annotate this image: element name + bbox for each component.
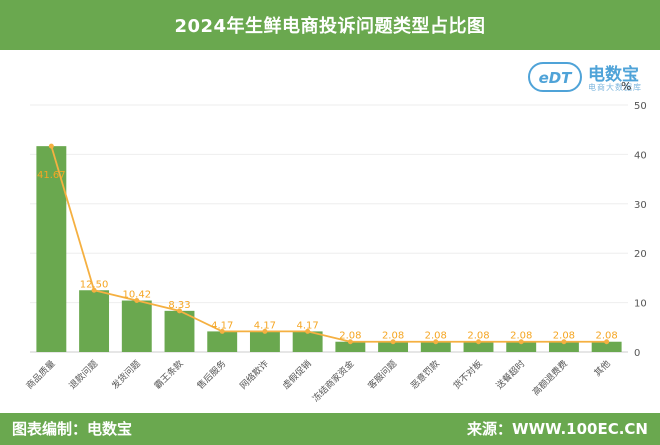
trend-point [219, 328, 225, 334]
bar [548, 341, 579, 352]
bar [378, 341, 409, 352]
bar [121, 300, 152, 352]
trend-polyline [50, 145, 607, 343]
data-label: 10.42 [122, 290, 151, 301]
chart-footer: 图表编制：电数宝 来源：WWW.100EC.CN [0, 413, 660, 445]
gridlines [30, 104, 628, 353]
bar [79, 290, 110, 352]
y-tick-label: 10 [634, 299, 647, 310]
footer-credit: 图表编制：电数宝 [12, 420, 133, 438]
y-tick-label: 40 [634, 150, 647, 161]
logo-subtitle: 电商大数据库 [588, 83, 642, 92]
data-label: 2.08 [339, 331, 361, 342]
data-label: 2.08 [467, 331, 489, 342]
x-category-label: 退款问题 [66, 358, 100, 392]
data-label: 2.08 [425, 331, 447, 342]
footer-source: 来源：WWW.100EC.CN [467, 420, 648, 438]
bars [36, 146, 622, 352]
data-label: 4.17 [211, 320, 233, 331]
y-tick-label: 30 [634, 200, 647, 211]
data-label: 4.17 [297, 320, 319, 331]
data-label: 2.08 [510, 331, 532, 342]
x-category-label: 虚假促销 [280, 358, 314, 392]
data-label: 41.67 [37, 170, 66, 181]
trend-point [433, 339, 439, 345]
bar-chart: 41.67 12.50 10.42 8.33 4.17 4.17 4.17 2.08 2.08 2… [24, 101, 647, 405]
chart-title: 2024年生鲜电商投诉问题类型占比图 [174, 16, 486, 37]
x-category-label: 发货问题 [109, 358, 143, 392]
bar [207, 331, 238, 352]
bar [249, 331, 280, 352]
x-category-label: 客服问题 [365, 358, 399, 392]
logo-brand-name: 电数宝 [588, 65, 639, 85]
trend-point [390, 339, 396, 345]
data-label: 4.17 [254, 320, 276, 331]
trend-point [604, 339, 610, 345]
x-category-label: 售后服务 [194, 358, 228, 392]
bar [420, 341, 451, 352]
x-category-label: 其他 [592, 358, 613, 379]
data-label: 8.33 [168, 300, 190, 311]
trend-point [305, 328, 311, 334]
trend-point [476, 339, 481, 345]
bar [463, 341, 494, 352]
trend-point [177, 308, 182, 314]
y-tick-label: 20 [634, 249, 647, 260]
x-category-label: 商品质量 [24, 358, 58, 392]
y-tick-label: 50 [634, 101, 647, 112]
trend-line [48, 143, 610, 345]
y-axis-unit: % [621, 80, 632, 93]
bar [506, 341, 537, 352]
x-category-label: 恶意罚款 [408, 358, 442, 392]
data-label: 2.08 [553, 331, 575, 342]
trend-point [347, 339, 353, 345]
data-label: 2.08 [596, 331, 618, 342]
x-category-label: 送餐超时 [493, 358, 527, 392]
bar [591, 341, 622, 352]
trend-point [262, 328, 268, 334]
x-category-label: 货不对板 [451, 358, 485, 392]
data-label: 12.50 [80, 279, 109, 290]
trend-point [518, 339, 524, 345]
bar [164, 310, 195, 352]
x-category-label: 网络欺诈 [237, 358, 271, 392]
y-tick-label: 0 [634, 348, 640, 359]
x-category-label: 冻结商家资金 [310, 358, 357, 405]
y-axis-ticks: 0 10 20 30 40 50 [634, 101, 647, 359]
data-label: 2.08 [382, 331, 404, 342]
x-category-label: 高额退费费 [530, 358, 570, 398]
edt-logo: eDT 电数宝 电商大数据库 [528, 60, 658, 94]
trend-point [561, 339, 567, 345]
bar [335, 341, 366, 352]
data-labels: 41.67 12.50 10.42 8.33 4.17 4.17 4.17 2.08 2.08 2… [37, 170, 618, 342]
chart-header: 2024年生鲜电商投诉问题类型占比图 [0, 0, 660, 50]
x-category-label: 霸王条款 [152, 358, 186, 392]
bar [292, 331, 323, 352]
trend-point [91, 287, 97, 293]
edt-logo-mark: eDT [528, 62, 582, 92]
trend-point [134, 298, 140, 304]
trend-point [48, 143, 54, 149]
